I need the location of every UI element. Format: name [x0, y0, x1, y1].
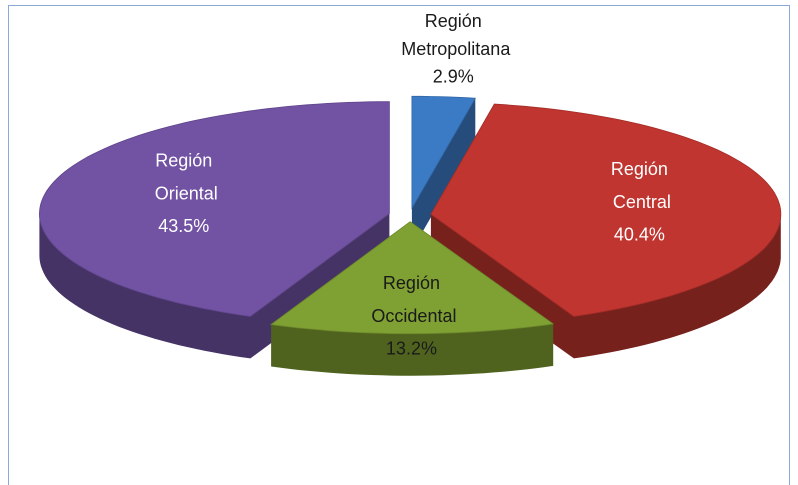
pie-slice: [430, 103, 782, 359]
data-label-value: 13.2%: [386, 339, 437, 359]
pie-slice: [270, 221, 555, 376]
pie-slice: [411, 95, 476, 251]
chart-border: [8, 5, 790, 485]
data-label-value: 2.9%: [433, 67, 474, 87]
data-label-category: Región Oriental: [150, 150, 218, 203]
data-label-value: 40.4%: [614, 225, 665, 245]
slice-top: [430, 103, 782, 317]
data-label-value: 43.5%: [158, 216, 209, 236]
data-label-category: Región Occidental: [366, 273, 456, 326]
slice-top: [38, 101, 390, 317]
data-label-category: Región Metropolitana: [396, 11, 511, 59]
pie-slice: [38, 101, 390, 359]
slice-top: [270, 221, 555, 335]
data-label-category: Región Central: [608, 159, 671, 212]
slice-top: [411, 95, 476, 210]
